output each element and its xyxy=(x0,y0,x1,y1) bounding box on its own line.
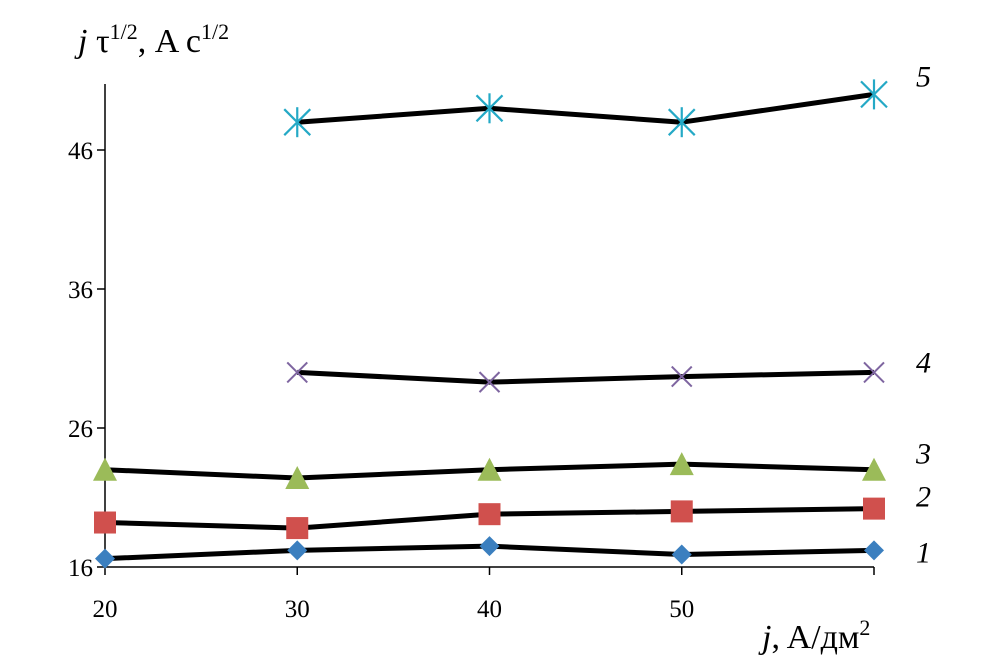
series-2-marker xyxy=(94,511,116,534)
series-1-marker xyxy=(287,540,308,561)
series-4-marker xyxy=(478,371,501,393)
series-1-marker xyxy=(671,544,692,565)
x-tick-label: 20 xyxy=(93,596,118,623)
series-4-label: 4 xyxy=(916,346,931,379)
y-tick-label: 46 xyxy=(68,138,93,165)
x-tick-label: 30 xyxy=(285,596,310,623)
series-1-marker xyxy=(864,540,884,561)
series-3-marker xyxy=(477,457,502,481)
series-1-label: 1 xyxy=(916,536,931,569)
y-axis-title-base: τ xyxy=(87,23,109,60)
series-5-marker xyxy=(475,93,504,124)
series-2-marker xyxy=(670,500,693,523)
series-3-marker xyxy=(285,466,310,490)
y-ticks: 16 26 36 46 xyxy=(68,138,105,582)
series-2-marker xyxy=(478,503,501,526)
series-5-line xyxy=(297,91,875,125)
y-axis-title: j τ1/2, A c1/2 xyxy=(74,19,229,60)
y-axis-title-unit: , A c xyxy=(138,23,201,60)
y-tick-label: 26 xyxy=(68,416,93,443)
series-5-label: 5 xyxy=(916,60,931,93)
series-5-marker xyxy=(283,107,312,138)
series-2-marker xyxy=(286,517,309,540)
series-4-line xyxy=(297,369,875,385)
series-labels: 1 2 3 4 5 xyxy=(915,60,931,569)
series-1-marker xyxy=(95,548,115,569)
y-tick-label: 16 xyxy=(68,555,93,582)
series-3-marker xyxy=(862,457,886,481)
series-3-marker xyxy=(93,457,117,481)
series-5-marker xyxy=(667,107,696,138)
series-markers xyxy=(93,79,888,569)
x-tick-label: 50 xyxy=(669,596,694,623)
series-5-marker xyxy=(860,79,888,110)
series-3-marker xyxy=(669,452,694,476)
series-2-marker xyxy=(863,497,885,520)
x-axis-title-unit: , A/дм xyxy=(771,619,859,656)
series-4-marker xyxy=(286,361,308,384)
y-axis-title-unit-sup: 1/2 xyxy=(201,19,229,44)
y-axis-title-sup: 1/2 xyxy=(110,19,138,44)
series-3-label: 3 xyxy=(915,438,931,471)
x-ticks: 20 30 40 50 xyxy=(93,567,875,623)
series-lines xyxy=(104,91,875,562)
series-4-marker xyxy=(671,365,693,388)
y-axis-title-var: j xyxy=(74,23,87,60)
x-axis-title-unit-sup: 2 xyxy=(859,615,870,640)
series-2-label: 2 xyxy=(916,481,931,514)
x-axis-title-var: j xyxy=(758,619,771,656)
series-4-marker xyxy=(863,361,885,384)
x-tick-label: 40 xyxy=(477,596,502,623)
series-1-marker xyxy=(479,536,500,557)
x-axis-title: j, A/дм2 xyxy=(758,615,870,656)
y-tick-label: 36 xyxy=(68,277,93,304)
